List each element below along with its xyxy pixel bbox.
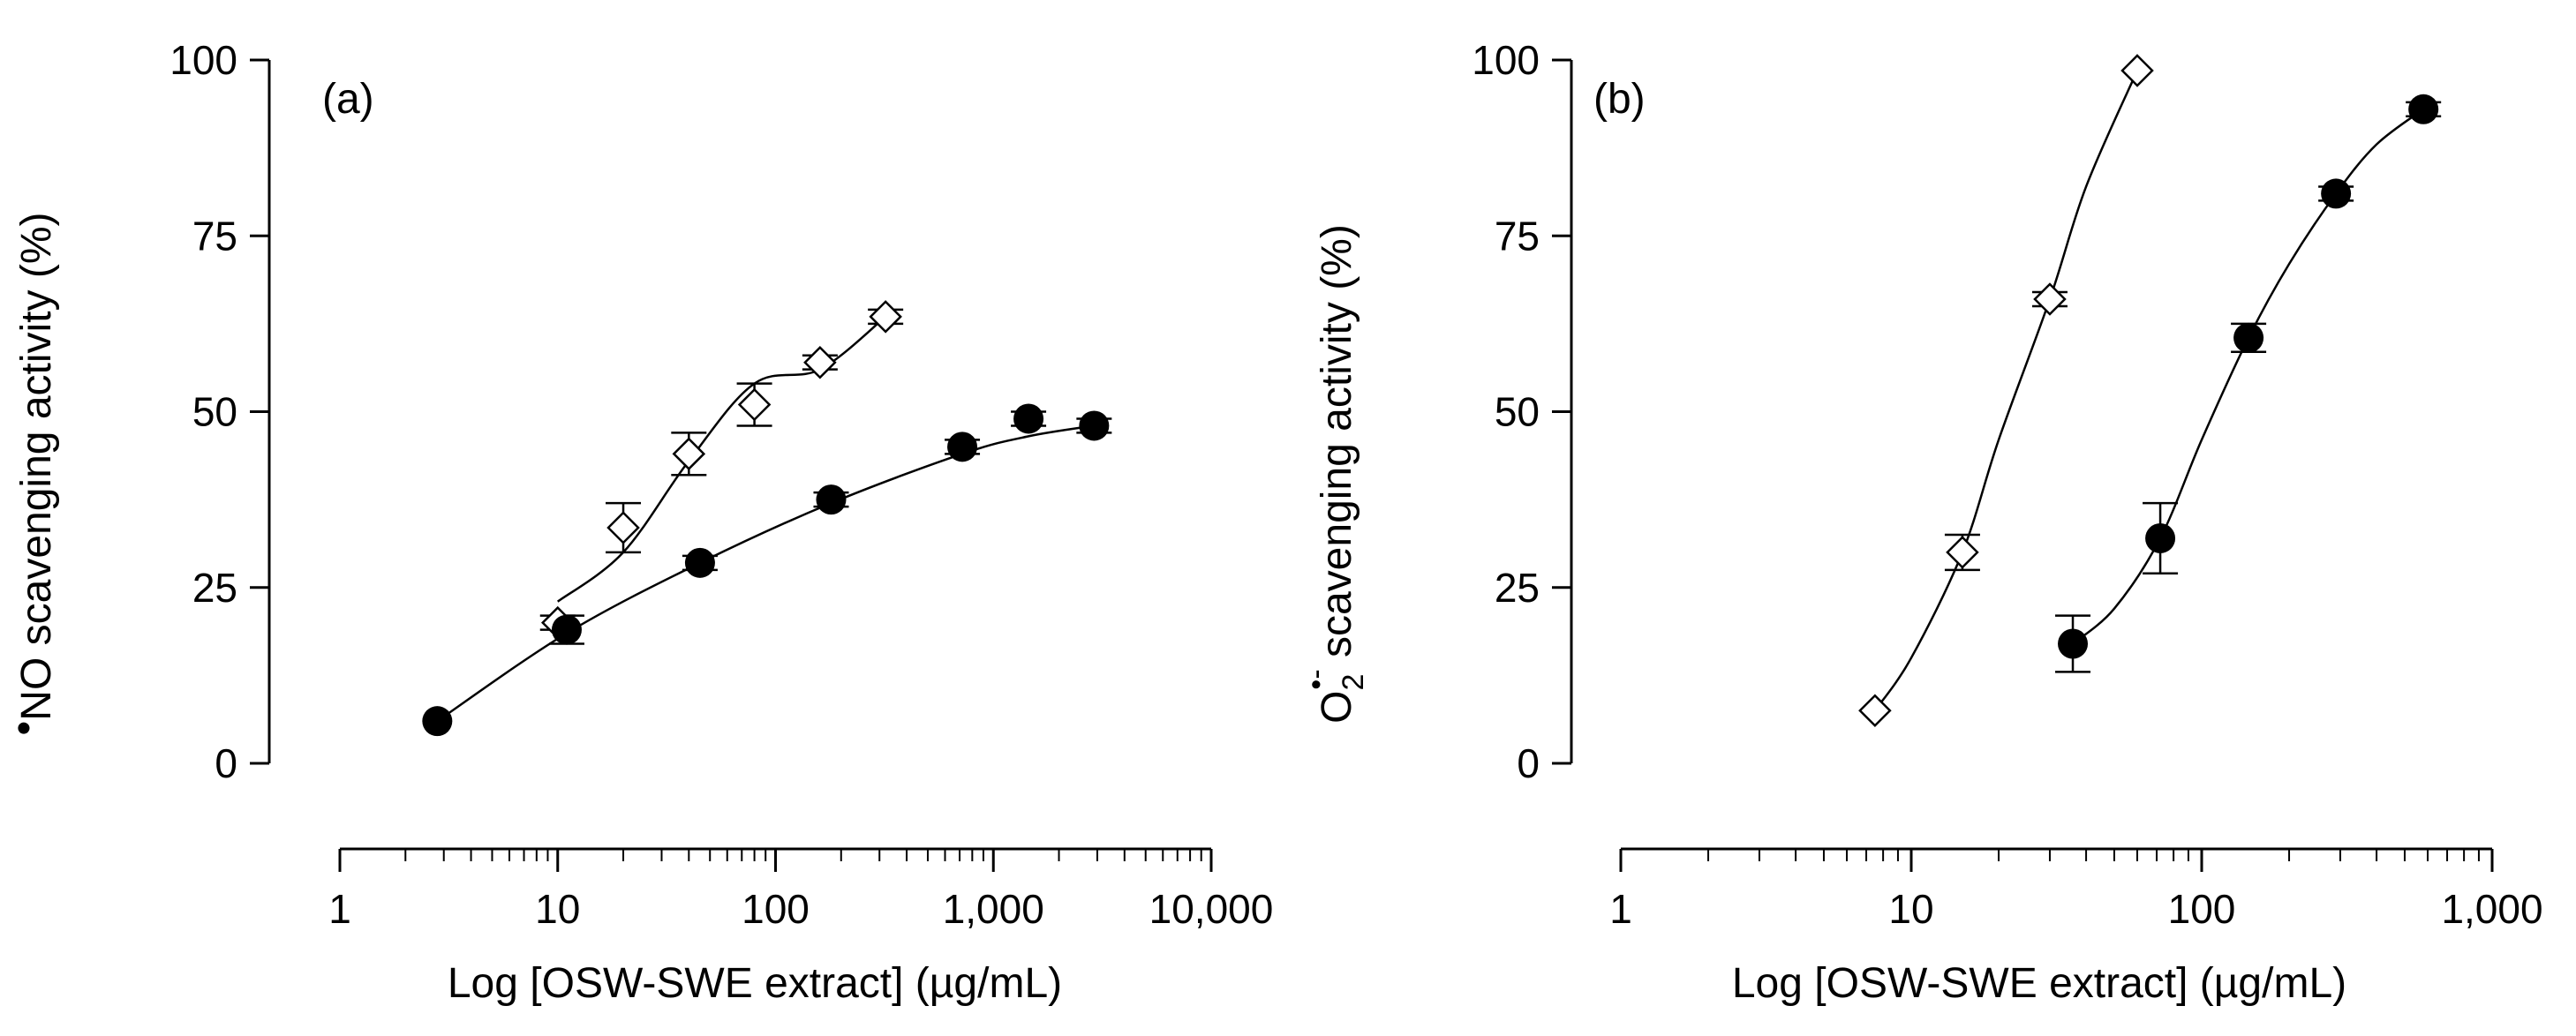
panel-a-diamonds-point: [672, 437, 706, 471]
panel-a-diamonds-point: [606, 511, 640, 544]
panel-b-circles-fit-curve: [2072, 108, 2424, 645]
panel-b-x-axis-title: Log [OSW-SWE extract] (µg/mL): [1732, 960, 2346, 1007]
panel-b-x-tick-label: 10: [1888, 886, 1933, 932]
panel-b-axes: 0 25 50 75 100 1 10 100 1,000: [1472, 37, 2542, 932]
panel-b-circles-point: [2321, 178, 2352, 209]
panel-a-data-points: [422, 300, 1110, 737]
panel-b-circles-point: [2145, 522, 2176, 553]
panel-b-diamonds-point: [1946, 536, 1979, 569]
panel-a-x-tick-label: 10,000: [1149, 886, 1274, 932]
panel-b-diamonds-point: [2033, 282, 2067, 316]
panel-a-y-axis-title: •NO scavenging activity (%): [1, 213, 60, 736]
panel-b-circles-point: [2408, 94, 2439, 124]
panel-a-x-tick-label: 10: [535, 886, 580, 932]
panel-b-diamonds-point: [1858, 694, 1892, 727]
panel-a-axes: 0 25 50 75 100 1 10 100 1,000 10,000: [169, 37, 1273, 932]
panel-a-y-tick-label: 25: [192, 565, 237, 611]
panel-b-circles-point: [2233, 322, 2264, 353]
panel-b-fit-curves: [1873, 70, 2424, 711]
panel-a-y-axis-title-text: NO scavenging activity (%): [13, 213, 60, 721]
panel-a-y-axis-title-radical: •: [1, 721, 48, 736]
panel-b-y-axis-title: O2•- scavenging activity (%): [1299, 224, 1370, 724]
panel-a-diamonds-point: [737, 387, 772, 422]
panel-b-x-tick-label: 1: [1609, 886, 1632, 932]
panel-a-circles-point: [947, 432, 978, 462]
panel-a-circles-point: [1013, 403, 1044, 434]
panel-b-x-tick-label: 1,000: [2441, 886, 2542, 932]
panel-a-y-tick-label: 50: [192, 389, 237, 435]
panel-a-fit-curves: [436, 315, 1095, 723]
panel-b-y-tick-label: 25: [1495, 565, 1540, 611]
panel-a-x-tick-label: 100: [742, 886, 810, 932]
panel-b-y-tick-label: 100: [1472, 37, 1540, 83]
panel-a-circles-point: [816, 484, 847, 515]
panel-b-circles-point: [2058, 628, 2089, 659]
panel-a-diamonds-fit-curve: [556, 315, 886, 603]
panel-a-circles-point: [1079, 410, 1110, 441]
panel-b-y-tick-label: 75: [1495, 213, 1540, 259]
panel-a-y-tick-label: 0: [215, 740, 237, 786]
panel-b-y-tick-label: 50: [1495, 389, 1540, 435]
panel-b-diamonds-fit-curve: [1873, 70, 2139, 711]
panel-b-y-axis-title-sup: •-: [1299, 669, 1333, 689]
panel-a-circles-point: [422, 706, 453, 737]
panel-b: (b) O2•- scavenging activity (%) Log [OS…: [1299, 37, 2543, 1007]
panel-a-diamonds-point: [803, 345, 837, 379]
panel-a-x-tick-label: 1,000: [943, 886, 1044, 932]
panel-b-y-axis-title-o: O: [1314, 691, 1360, 724]
panel-b-data-points: [1858, 54, 2439, 727]
panel-a-y-tick-label: 75: [192, 213, 237, 259]
panel-a-circles-fit-curve: [436, 424, 1095, 723]
panel-b-y-axis-title-text: scavenging activity (%): [1314, 224, 1360, 669]
panel-a-x-axis-title: Log [OSW-SWE extract] (µg/mL): [448, 960, 1062, 1007]
panel-a: (a) •NO scavenging activity (%) Log [OSW…: [1, 37, 1273, 1007]
panel-b-error-bars: [1944, 101, 2442, 673]
panel-a-circles-point: [684, 547, 715, 578]
panel-b-diamonds-point: [2120, 54, 2154, 87]
panel-b-y-tick-label: 0: [1517, 740, 1540, 786]
panel-a-circles-point: [551, 614, 582, 645]
panel-b-x-tick-label: 100: [2168, 886, 2236, 932]
panel-a-x-tick-label: 1: [328, 886, 351, 932]
panel-a-label: (a): [322, 76, 374, 123]
panel-a-diamonds-point: [869, 300, 902, 334]
panel-b-label: (b): [1593, 76, 1646, 123]
panel-b-y-axis-title-sub: 2: [1337, 674, 1370, 691]
panel-a-y-tick-label: 100: [169, 37, 237, 83]
